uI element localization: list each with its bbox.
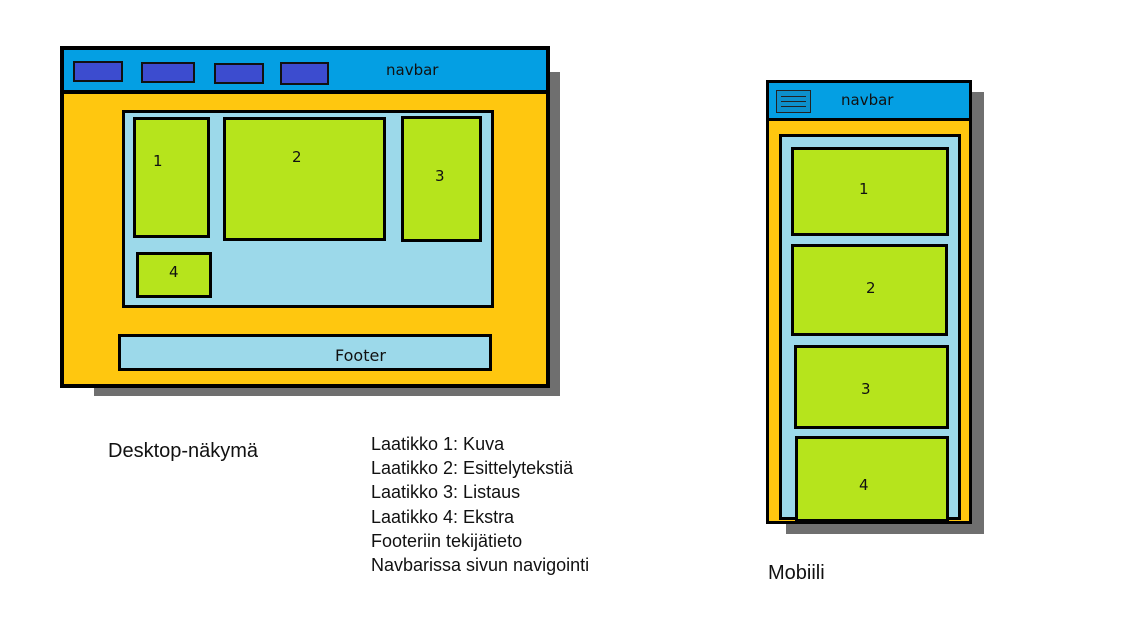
desktop-mockup: navbar 1 2 3 4 Footer (60, 46, 550, 388)
desktop-footer: Footer (118, 334, 492, 371)
desktop-box-4-label: 4 (169, 263, 179, 281)
desktop-caption: Desktop-näkymä (108, 440, 259, 462)
desktop-box-2: 2 (223, 117, 386, 241)
desktop-box-3: 3 (401, 116, 482, 242)
mobile-box-4-label: 4 (859, 476, 869, 494)
nav-button-3 (214, 63, 264, 84)
mobile-navbar: navbar (769, 83, 969, 121)
legend-line-3: Laatikko 3: Listaus (371, 482, 521, 503)
mobile-box-1: 1 (791, 147, 949, 236)
desktop-box-2-label: 2 (292, 148, 302, 166)
mobile-mockup: navbar 1 2 3 4 (766, 80, 972, 524)
mobile-box-2-label: 2 (866, 279, 876, 297)
legend-line-1: Laatikko 1: Kuva (371, 434, 505, 454)
desktop-box-3-label: 3 (435, 167, 445, 185)
legend-line-5: Footeriin tekijätieto (371, 530, 523, 551)
mobile-caption: Mobiili (768, 562, 825, 584)
desktop-navbar-label: navbar (386, 61, 439, 79)
desktop-navbar: navbar (64, 50, 546, 94)
hamburger-menu-icon (776, 90, 811, 113)
desktop-content-container: 1 2 3 4 (122, 110, 494, 308)
nav-button-2 (141, 62, 195, 83)
desktop-box-4: 4 (136, 252, 212, 298)
mobile-box-3: 3 (794, 345, 949, 429)
mobile-box-4: 4 (795, 436, 949, 522)
mobile-box-2: 2 (791, 244, 948, 336)
mobile-navbar-label: navbar (841, 91, 894, 109)
legend-line-4: Laatikko 4: Ekstra (371, 506, 515, 527)
box-legend: Laatikko 1: Kuva Laatikko 2: Esittelytek… (371, 432, 589, 577)
desktop-footer-label: Footer (335, 346, 386, 365)
mobile-content-container: 1 2 3 4 (779, 134, 961, 522)
nav-button-4 (280, 62, 329, 85)
legend-line-6: Navbarissa sivun navigointi (371, 555, 590, 576)
legend-line-2: Laatikko 2: Esittelytekstiä (371, 458, 574, 479)
desktop-box-1: 1 (133, 117, 210, 238)
nav-button-1 (73, 61, 123, 82)
desktop-box-1-label: 1 (153, 152, 163, 170)
mobile-box-3-label: 3 (861, 380, 871, 398)
mobile-box-1-label: 1 (859, 180, 869, 198)
